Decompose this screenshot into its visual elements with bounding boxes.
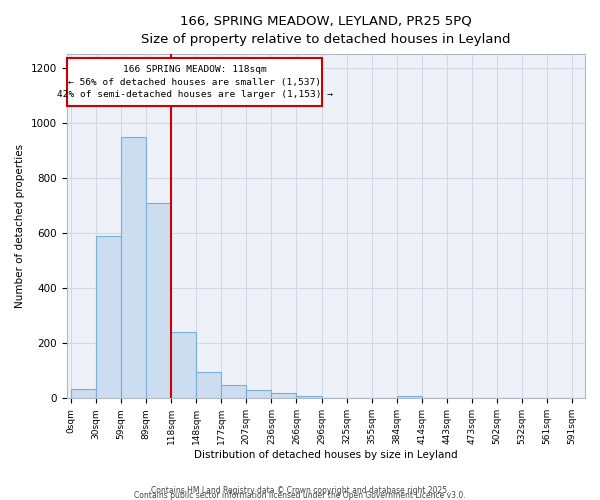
Bar [146, 203, 171, 398]
Bar [121, 136, 146, 398]
X-axis label: Distribution of detached houses by size in Leyland: Distribution of detached houses by size … [194, 450, 458, 460]
Y-axis label: Number of detached properties: Number of detached properties [15, 144, 25, 308]
Text: Contains public sector information licensed under the Open Government Licence v3: Contains public sector information licen… [134, 490, 466, 500]
Bar [221, 384, 246, 398]
Bar [246, 390, 271, 398]
Text: Contains HM Land Registry data © Crown copyright and database right 2025.: Contains HM Land Registry data © Crown c… [151, 486, 449, 495]
Bar [271, 394, 296, 398]
Bar [397, 396, 422, 398]
Bar [71, 388, 96, 398]
Bar [171, 332, 196, 398]
Text: ← 56% of detached houses are smaller (1,537): ← 56% of detached houses are smaller (1,… [68, 78, 322, 86]
Bar [96, 236, 121, 398]
Text: 166 SPRING MEADOW: 118sqm: 166 SPRING MEADOW: 118sqm [123, 65, 267, 74]
Title: 166, SPRING MEADOW, LEYLAND, PR25 5PQ
Size of property relative to detached hous: 166, SPRING MEADOW, LEYLAND, PR25 5PQ Si… [141, 15, 511, 46]
Text: 42% of semi-detached houses are larger (1,153) →: 42% of semi-detached houses are larger (… [57, 90, 333, 99]
Bar [67, 58, 322, 106]
Bar [296, 396, 322, 398]
Bar [196, 372, 221, 398]
